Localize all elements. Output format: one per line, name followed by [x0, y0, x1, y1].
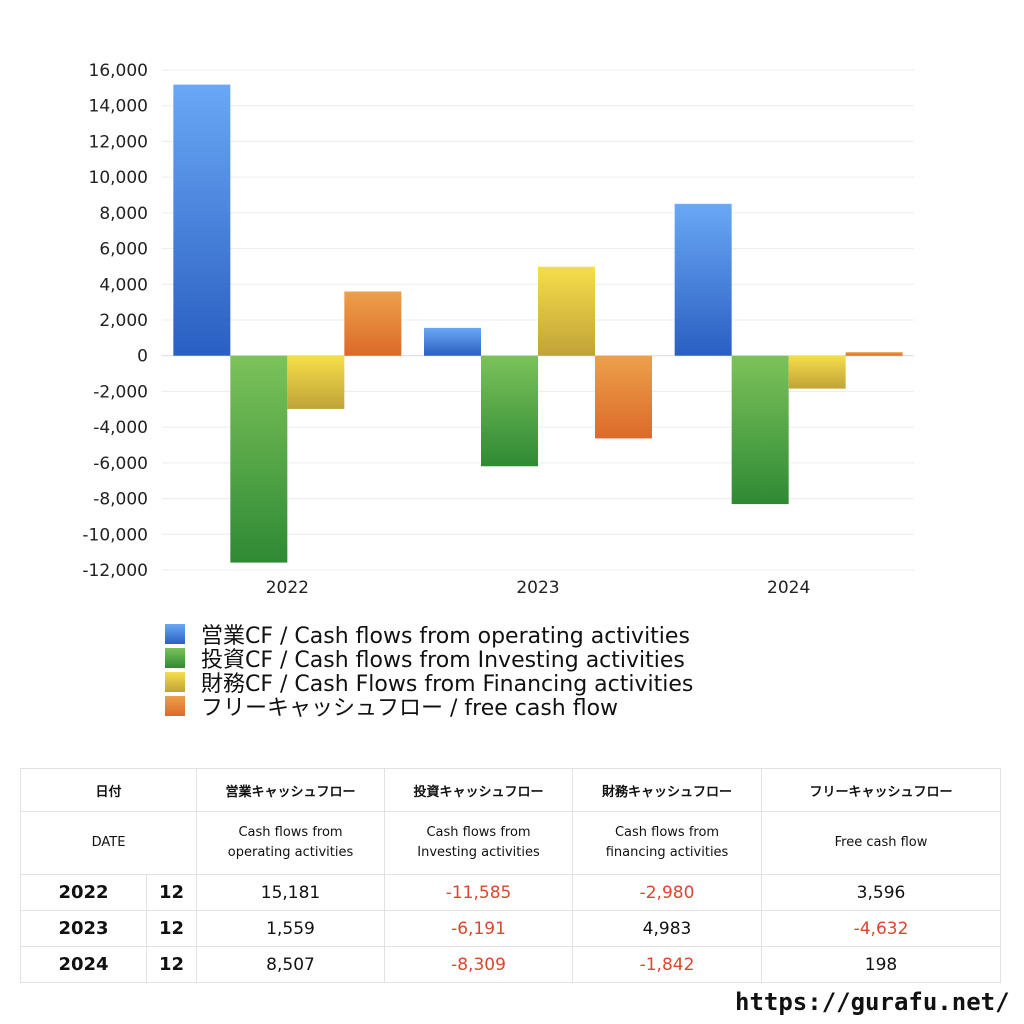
y-tick-label: -6,000: [93, 454, 148, 474]
header-date-jp: 日付: [19, 768, 198, 812]
y-tick-label: 16,000: [89, 61, 148, 81]
y-tick-label: 6,000: [99, 240, 148, 260]
header-operating-en: Cash flows from operating activities: [196, 811, 386, 875]
cell-financing: -1,842: [572, 946, 763, 983]
y-tick-label: -2,000: [93, 382, 148, 402]
x-category-label: 2024: [767, 578, 810, 598]
x-category-label: 2022: [266, 578, 309, 598]
bars: [173, 84, 903, 563]
cell-investing: -6,191: [384, 910, 574, 947]
cell-financing: -2,980: [572, 874, 763, 911]
cash-flow-bar-chart: 16,000 14,000 12,000 10,000 8,000 6,000 4,000 2…: [82, 61, 914, 598]
y-tick-label: -12,000: [82, 561, 148, 581]
legend-swatch-investing: [165, 648, 185, 668]
legend-label-operating: 営業CF / Cash flows from operating activit…: [201, 624, 690, 649]
bar-financing-2023: [538, 266, 595, 356]
bar-investing-2024: [731, 355, 789, 505]
legend-swatch-free-cash-flow: [165, 696, 185, 716]
x-axis-category-labels: 2022 2023 2024: [266, 578, 811, 598]
bar-operating-2022: [173, 84, 231, 356]
cell-free-cash-flow: 198: [761, 946, 1002, 983]
header-date-en: DATE: [19, 811, 198, 875]
legend-item-operating: 営業CF / Cash flows from operating activit…: [165, 622, 693, 649]
cell-free-cash-flow: -4,632: [761, 910, 1002, 947]
header-free-cash-flow-jp: フリーキャッシュフロー: [761, 768, 1002, 812]
y-tick-label: 4,000: [99, 275, 148, 295]
row-year: 2024: [20, 946, 147, 983]
legend-swatch-operating: [165, 624, 185, 644]
cell-financing: 4,983: [572, 910, 763, 947]
bar-financing-2024: [788, 355, 846, 389]
cell-operating: 1,559: [196, 910, 386, 947]
table-row: 2024 12 8,507 -8,309 -1,842 198: [20, 946, 1002, 983]
legend-label-financing: 財務CF / Cash Flows from Financing activit…: [201, 672, 694, 697]
table-header-jp-row: 日付 営業キャッシュフロー 投資キャッシュフロー 財務キャッシュフロー フリーキ…: [19, 768, 1002, 812]
header-investing-jp: 投資キャッシュフロー: [384, 768, 574, 812]
footer-url[interactable]: https://gurafu.net/: [735, 988, 1010, 1016]
bar-investing-2023: [481, 355, 538, 467]
table-row: 2023 12 1,559 -6,191 4,983 -4,632: [20, 910, 1002, 947]
header-investing-en: Cash flows from Investing activities: [384, 811, 574, 875]
chart-legend: 営業CF / Cash flows from operating activit…: [165, 622, 693, 721]
y-tick-label: -4,000: [93, 418, 148, 438]
x-category-label: 2023: [516, 578, 559, 598]
y-tick-label: 12,000: [89, 132, 148, 152]
y-tick-label: 14,000: [89, 97, 148, 117]
y-axis-tick-labels: 16,000 14,000 12,000 10,000 8,000 6,000 4,000 2…: [82, 61, 148, 581]
header-financing-jp: 財務キャッシュフロー: [572, 768, 763, 812]
bar-free-cash-flow-2022: [344, 291, 402, 356]
y-tick-label: 0: [137, 347, 148, 367]
legend-item-free-cash-flow: フリーキャッシュフロー / free cash flow: [165, 694, 693, 721]
cell-investing: -8,309: [384, 946, 574, 983]
legend-label-free-cash-flow: フリーキャッシュフロー / free cash flow: [201, 696, 619, 721]
legend-item-investing: 投資CF / Cash flows from Investing activit…: [165, 646, 693, 673]
cell-operating: 8,507: [196, 946, 386, 983]
bar-free-cash-flow-2024: [845, 352, 903, 356]
y-tick-label: -10,000: [82, 525, 148, 545]
legend-swatch-financing: [165, 672, 185, 692]
bar-free-cash-flow-2023: [595, 355, 652, 439]
legend-item-financing: 財務CF / Cash Flows from Financing activit…: [165, 670, 693, 697]
header-financing-en: Cash flows from financing activities: [572, 811, 763, 875]
row-month: 12: [145, 910, 198, 947]
bar-operating-2024: [674, 203, 732, 356]
bar-financing-2022: [287, 355, 345, 409]
cell-free-cash-flow: 3,596: [761, 874, 1002, 911]
bar-operating-2023: [424, 327, 481, 356]
row-year: 2022: [20, 874, 147, 911]
cash-flow-table: 日付 営業キャッシュフロー 投資キャッシュフロー 財務キャッシュフロー フリーキ…: [19, 768, 1002, 983]
row-month: 12: [145, 946, 198, 983]
legend-label-investing: 投資CF / Cash flows from Investing activit…: [201, 648, 685, 673]
cell-operating: 15,181: [196, 874, 386, 911]
y-tick-label: -8,000: [93, 490, 148, 510]
y-tick-label: 2,000: [99, 311, 148, 331]
table-row: 2022 12 15,181 -11,585 -2,980 3,596: [20, 874, 1002, 911]
y-tick-label: 10,000: [89, 168, 148, 188]
header-operating-jp: 営業キャッシュフロー: [196, 768, 386, 812]
row-month: 12: [145, 874, 198, 911]
y-tick-label: 8,000: [99, 204, 148, 224]
bar-investing-2022: [230, 355, 288, 563]
header-free-cash-flow-en: Free cash flow: [761, 811, 1002, 875]
row-year: 2023: [20, 910, 147, 947]
table-header-en-row: DATE Cash flows from operating activitie…: [19, 811, 1002, 875]
cell-investing: -11,585: [384, 874, 574, 911]
